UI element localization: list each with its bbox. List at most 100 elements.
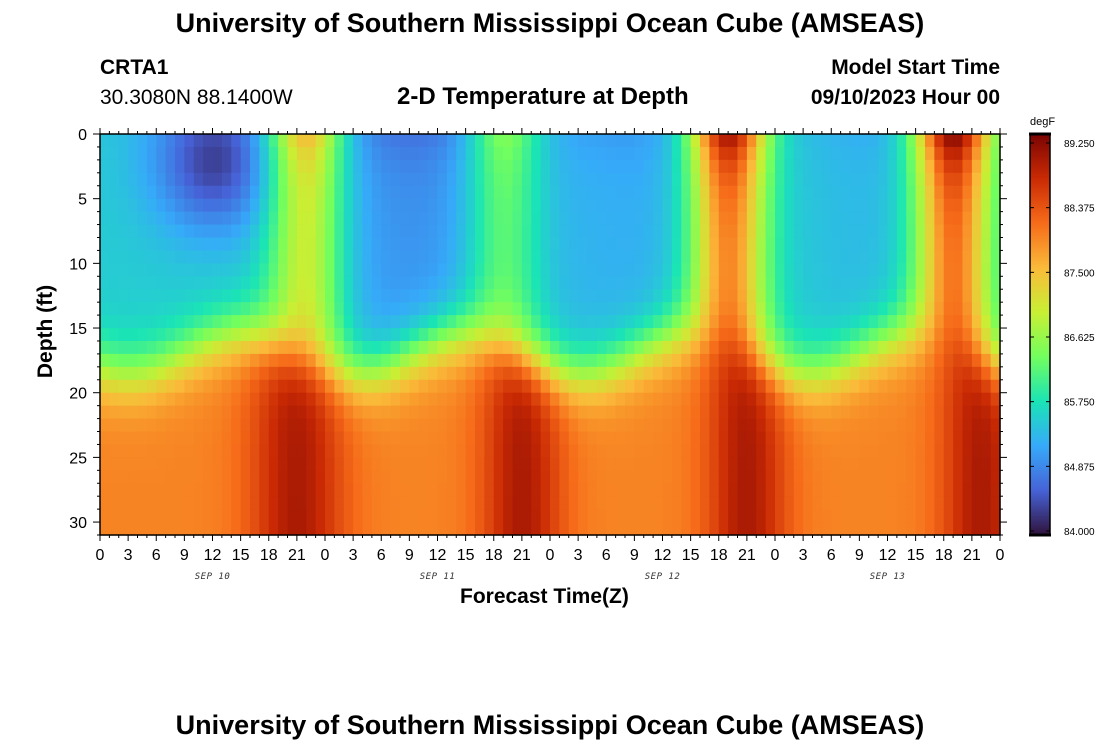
heatmap-cell [634,198,645,213]
heatmap-cell [203,328,214,342]
heatmap-cell [203,276,214,290]
heatmap-cell [709,405,720,420]
heatmap-cell [531,457,542,471]
heatmap-cell [568,198,579,213]
heatmap-cell [428,392,439,407]
heatmap-cell [465,509,476,523]
heatmap-cell [662,431,673,446]
heatmap-cell [137,496,148,510]
heatmap-cell [756,302,767,316]
heatmap-cell [868,328,879,342]
heatmap-cell [943,289,954,303]
heatmap-cell [503,198,514,213]
heatmap-cell [128,302,139,316]
heatmap-cell [221,405,232,420]
heatmap-cell [109,302,120,316]
heatmap-cell [596,198,607,213]
heatmap-cell [268,289,279,303]
heatmap-cell [868,340,879,355]
heatmap-cell [559,146,570,161]
heatmap-cell [109,418,120,433]
heatmap-cell [662,392,673,407]
heatmap-cell [896,172,907,187]
heatmap-cell [821,340,832,355]
heatmap-cell [231,315,242,329]
heatmap-cell [934,211,945,226]
heatmap-cell [868,159,879,174]
heatmap-cell [250,431,260,446]
heatmap-cell [343,276,354,290]
heatmap-cell [896,483,907,497]
heatmap-cell [268,263,279,277]
heatmap-cell [193,340,204,355]
heatmap-cell [428,134,439,148]
heatmap-cell [146,302,157,316]
heatmap-cell [484,185,495,200]
heatmap-cell [568,185,579,200]
heatmap-cell [118,379,129,394]
heatmap-cell [662,315,673,329]
heatmap-cell [437,185,448,200]
heatmap-cell [109,392,120,407]
heatmap-cell [550,405,560,420]
heatmap-cell [128,405,139,420]
heatmap-cell [493,211,504,226]
heatmap-cell [906,185,917,200]
heatmap-cell [812,211,823,226]
heatmap-cell [850,457,860,471]
heatmap-cell [803,263,814,277]
heatmap-cell [728,172,739,187]
heatmap-cell [315,353,326,368]
heatmap-cell [118,483,129,497]
heatmap-cell [146,340,157,355]
heatmap-cell [812,159,823,174]
heatmap-cell [287,509,298,523]
heatmap-cell [334,392,345,407]
heatmap-cell [746,457,757,471]
heatmap-cell [596,302,607,316]
heatmap-cell [334,457,345,471]
heatmap-cell [315,418,326,433]
heatmap-cell [718,315,729,329]
heatmap-cell [465,470,476,484]
heatmap-cell [943,159,954,174]
heatmap-cell [615,289,626,303]
heatmap-cell [981,172,992,187]
heatmap-cell [109,483,120,497]
heatmap-cell [146,198,157,213]
heatmap-cell [821,250,832,264]
heatmap-cell [784,470,795,484]
heatmap-cell [165,263,176,277]
heatmap-cell [146,289,157,303]
heatmap-cell [568,276,579,290]
heatmap-cell [203,134,214,148]
heatmap-cell [437,444,448,458]
heatmap-cell [746,172,757,187]
heatmap-cell [887,159,898,174]
heatmap-cell [540,457,551,471]
heatmap-cell [840,431,851,446]
heatmap-cell [803,328,814,342]
heatmap-cell [156,366,167,381]
heatmap-cell [803,185,814,200]
heatmap-cell [203,366,214,381]
heatmap-cell [596,522,607,536]
heatmap-cell [418,172,429,187]
x-tick-label: 3 [349,547,358,564]
heatmap-cell [390,315,401,329]
heatmap-cell [746,496,757,510]
heatmap-cell [643,470,654,484]
heatmap-cell [718,328,729,342]
heatmap-cell [934,431,945,446]
heatmap-cell [203,509,214,523]
heatmap-cell [193,250,204,264]
heatmap-cell [540,146,551,161]
heatmap-cell [953,353,964,368]
heatmap-cell [475,379,485,394]
heatmap-cell [606,159,617,174]
heatmap-cell [325,172,335,187]
heatmap-cell [146,366,157,381]
heatmap-cell [568,470,579,484]
heatmap-cell [325,211,335,226]
heatmap-cell [465,431,476,446]
